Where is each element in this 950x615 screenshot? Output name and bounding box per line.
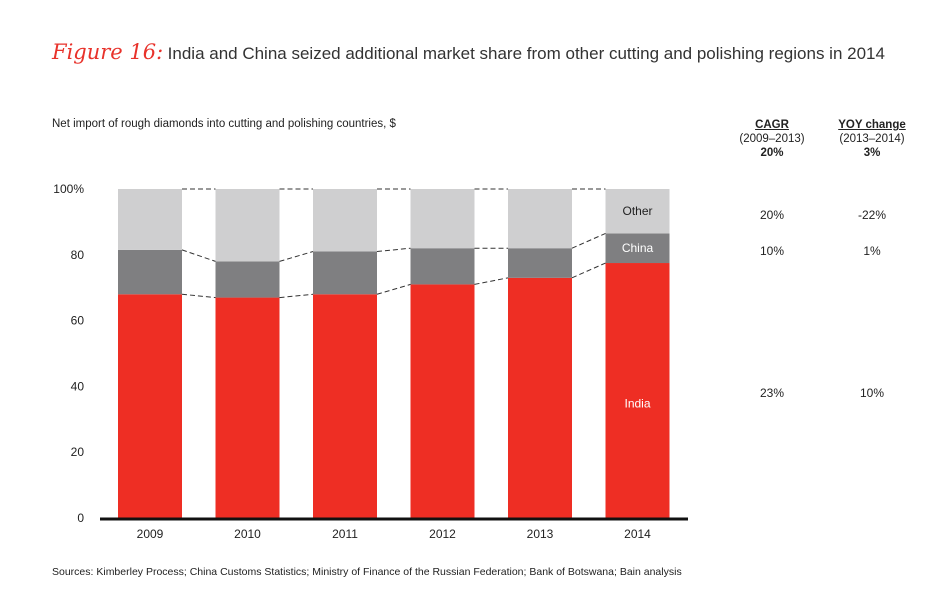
title-text: India and China seized additional market… <box>167 44 885 63</box>
source-note: Sources: Kimberley Process; China Custom… <box>52 566 682 578</box>
bar-india-2013 <box>508 277 572 518</box>
bar-other-2013 <box>508 189 572 249</box>
connector-line <box>279 293 314 299</box>
chart-title: Figure 16: India and China seized additi… <box>52 40 885 64</box>
cagr-total: 20% <box>760 147 784 159</box>
bar-india-2011 <box>313 294 377 518</box>
connector-line <box>181 249 216 262</box>
segment-label-china: China <box>622 241 654 255</box>
cagr-period: (2009–2013) <box>739 133 805 145</box>
bar-china-2009 <box>118 249 182 295</box>
y-tick-label: 0 <box>77 511 84 525</box>
chart-subtitle: Net import of rough diamonds into cuttin… <box>52 118 396 130</box>
x-tick-label: 2011 <box>332 527 358 541</box>
bar-india-2010 <box>215 297 280 518</box>
india-yoy: 10% <box>859 386 885 400</box>
x-tick-label: 2009 <box>137 527 164 541</box>
x-tick-label: 2013 <box>527 527 554 541</box>
bar-china-2010 <box>215 261 280 298</box>
y-tick-label: 40 <box>71 379 85 393</box>
bar-other-2009 <box>118 189 182 250</box>
bar-china-2013 <box>508 248 572 278</box>
connector-line <box>181 293 216 299</box>
segment-label-india: India <box>624 396 650 410</box>
y-tick-label: 100% <box>53 182 84 196</box>
bar-other-2014 <box>605 189 670 234</box>
yoy-total: 3% <box>863 147 881 159</box>
y-tick-label: 60 <box>71 314 85 328</box>
other-cagr: 20% <box>759 208 785 222</box>
yoy-header: YOY change (2013–2014) 3% <box>827 118 917 160</box>
x-tick-label: 2014 <box>624 527 651 541</box>
cagr-header: CAGR (2009–2013) 20% <box>727 118 817 160</box>
segment-label-other: Other <box>622 204 652 218</box>
connector-line <box>376 247 411 253</box>
bar-other-2011 <box>313 189 377 252</box>
figure-label: Figure 16: <box>52 40 164 64</box>
india-cagr: 23% <box>759 386 785 400</box>
bar-china-2011 <box>313 251 377 295</box>
x-tick-label: 2010 <box>234 527 261 541</box>
connector-line <box>279 251 314 262</box>
connector-line <box>571 262 606 279</box>
china-yoy: 1% <box>863 244 881 258</box>
bar-china-2014 <box>605 233 670 264</box>
connector-line <box>571 232 606 249</box>
bar-india-2009 <box>118 294 182 518</box>
yoy-period: (2013–2014) <box>839 133 905 145</box>
bar-india-2012 <box>410 284 475 518</box>
yoy-header-label: YOY change <box>838 119 906 131</box>
y-tick-label: 20 <box>71 445 85 459</box>
bar-india-2014 <box>605 263 670 518</box>
bar-other-2012 <box>410 189 475 249</box>
cagr-header-label: CAGR <box>755 119 789 131</box>
connector-line <box>474 277 509 285</box>
y-tick-label: 80 <box>71 248 85 262</box>
other-yoy: -22% <box>857 208 886 222</box>
connector-line <box>376 283 411 295</box>
x-tick-label: 2012 <box>429 527 456 541</box>
bar-other-2010 <box>215 189 280 262</box>
bar-china-2012 <box>410 248 475 285</box>
china-cagr: 10% <box>759 244 785 258</box>
